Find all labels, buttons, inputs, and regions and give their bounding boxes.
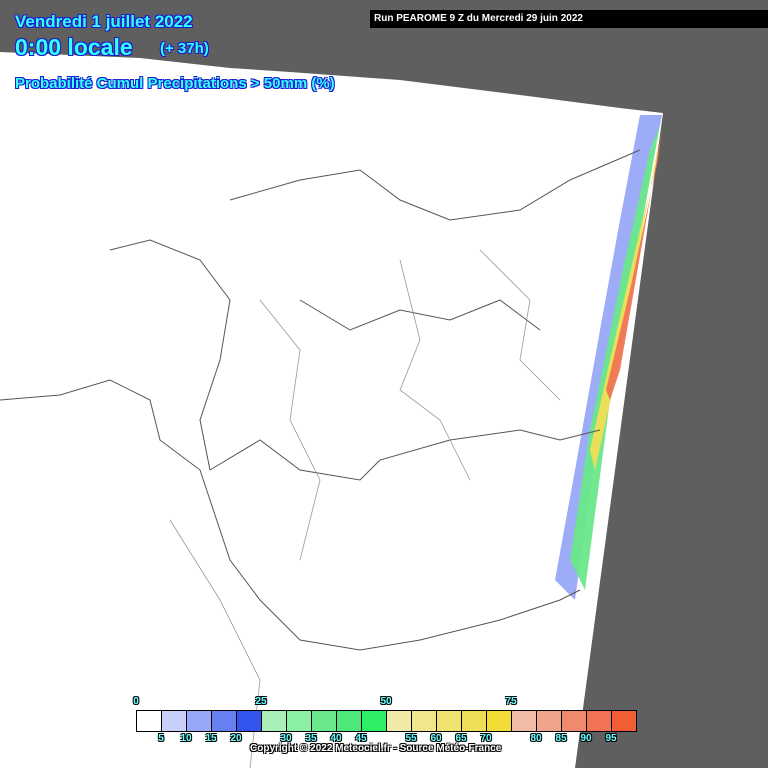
- scale-label-bottom: 45: [355, 733, 367, 744]
- color-scale-cell: [137, 711, 162, 731]
- scale-label-bottom: 5: [158, 733, 164, 744]
- color-scale-cell: [362, 711, 387, 731]
- color-scale-cell: [537, 711, 562, 731]
- color-scale-cell: [162, 711, 187, 731]
- color-scale-cell: [612, 711, 636, 731]
- country-borders: [0, 149, 641, 651]
- forecast-time: 0:00 locale: [15, 34, 133, 60]
- model-domain: [0, 52, 663, 768]
- run-info: Run PEAROME 9 Z du Mercredi 29 juin 2022: [370, 10, 768, 28]
- scale-label-bottom: 30: [280, 733, 292, 744]
- color-scale-cell: [187, 711, 212, 731]
- color-scale-cell: [462, 711, 487, 731]
- color-scale-cell: [212, 711, 237, 731]
- scale-label-top: 0: [133, 696, 139, 707]
- scale-label-top: 75: [505, 696, 517, 707]
- forecast-date: Vendredi 1 juillet 2022: [15, 12, 193, 31]
- scale-label-bottom: 40: [330, 733, 342, 744]
- scale-label-bottom: 35: [305, 733, 317, 744]
- scale-label-top: 50: [380, 696, 392, 707]
- color-scale-cell: [312, 711, 337, 731]
- parameter-title: Probabilité Cumul Precipitations > 50mm …: [15, 75, 335, 92]
- scale-label-top: 25: [255, 696, 267, 707]
- scale-label-bottom: 10: [180, 733, 192, 744]
- copyright: Copyright © 2022 Meteociel.fr - Source M…: [250, 743, 502, 754]
- scale-label-bottom: 70: [480, 733, 492, 744]
- color-scale-cell: [337, 711, 362, 731]
- color-scale-cell: [512, 711, 537, 731]
- scale-label-bottom: 85: [555, 733, 567, 744]
- scale-label-bottom: 80: [530, 733, 542, 744]
- color-scale-cell: [287, 711, 312, 731]
- scale-label-bottom: 55: [405, 733, 417, 744]
- scale-label-bottom: 15: [205, 733, 217, 744]
- lead-time: (+ 37h): [160, 40, 209, 57]
- precipitation-probability-band: [555, 115, 662, 600]
- color-scale-cell: [262, 711, 287, 731]
- color-scale-cell: [387, 711, 412, 731]
- color-scale-cell: [487, 711, 512, 731]
- scale-label-bottom: 65: [455, 733, 467, 744]
- scale-label-bottom: 60: [430, 733, 442, 744]
- color-scale-cell: [587, 711, 612, 731]
- color-scale-cell: [412, 711, 437, 731]
- scale-label-bottom: 20: [230, 733, 242, 744]
- scale-label-bottom: 95: [605, 733, 617, 744]
- color-scale-cell: [237, 711, 262, 731]
- color-scale-cell: [437, 711, 462, 731]
- color-scale: [136, 710, 637, 732]
- color-scale-cell: [562, 711, 587, 731]
- scale-label-bottom: 90: [580, 733, 592, 744]
